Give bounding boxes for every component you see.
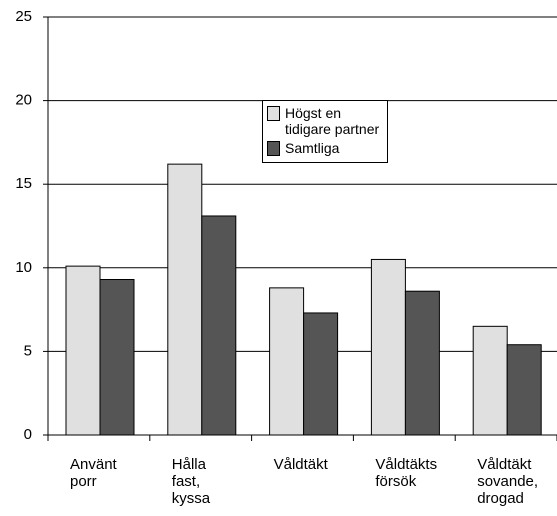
x-tick-label: Våldtäkt sovande, drogad <box>477 456 539 507</box>
legend-entry: Högst en tidigare partner <box>267 105 383 137</box>
bar <box>370 258 406 436</box>
x-tick-label: Hålla fast, kyssa <box>171 456 211 507</box>
bar <box>303 312 339 436</box>
bar <box>404 290 440 436</box>
y-tick-label: 15 <box>15 175 32 192</box>
bar <box>167 163 203 436</box>
y-tick-label: 0 <box>24 426 32 443</box>
legend-label: Högst en tidigare partner <box>285 105 380 137</box>
bar <box>472 325 508 436</box>
x-tick-label: Använt porr <box>70 456 117 490</box>
x-tick-label: Våldtäkts försök <box>375 456 438 490</box>
x-tick-label: Våldtäkt <box>273 456 328 473</box>
bar <box>99 279 135 436</box>
y-tick-label: 5 <box>24 342 32 359</box>
y-tick-label: 20 <box>15 92 32 109</box>
y-tick-label: 10 <box>15 259 32 276</box>
bar <box>269 287 305 436</box>
legend-swatch <box>267 141 280 156</box>
legend-swatch <box>267 106 280 121</box>
y-tick-label: 25 <box>15 8 32 25</box>
bar <box>65 265 101 436</box>
bar <box>506 344 542 436</box>
bar <box>201 215 237 436</box>
legend-label: Samtliga <box>285 140 340 156</box>
legend: Högst en tidigare partner Samtliga <box>262 100 388 163</box>
legend-entry: Samtliga <box>267 140 383 156</box>
